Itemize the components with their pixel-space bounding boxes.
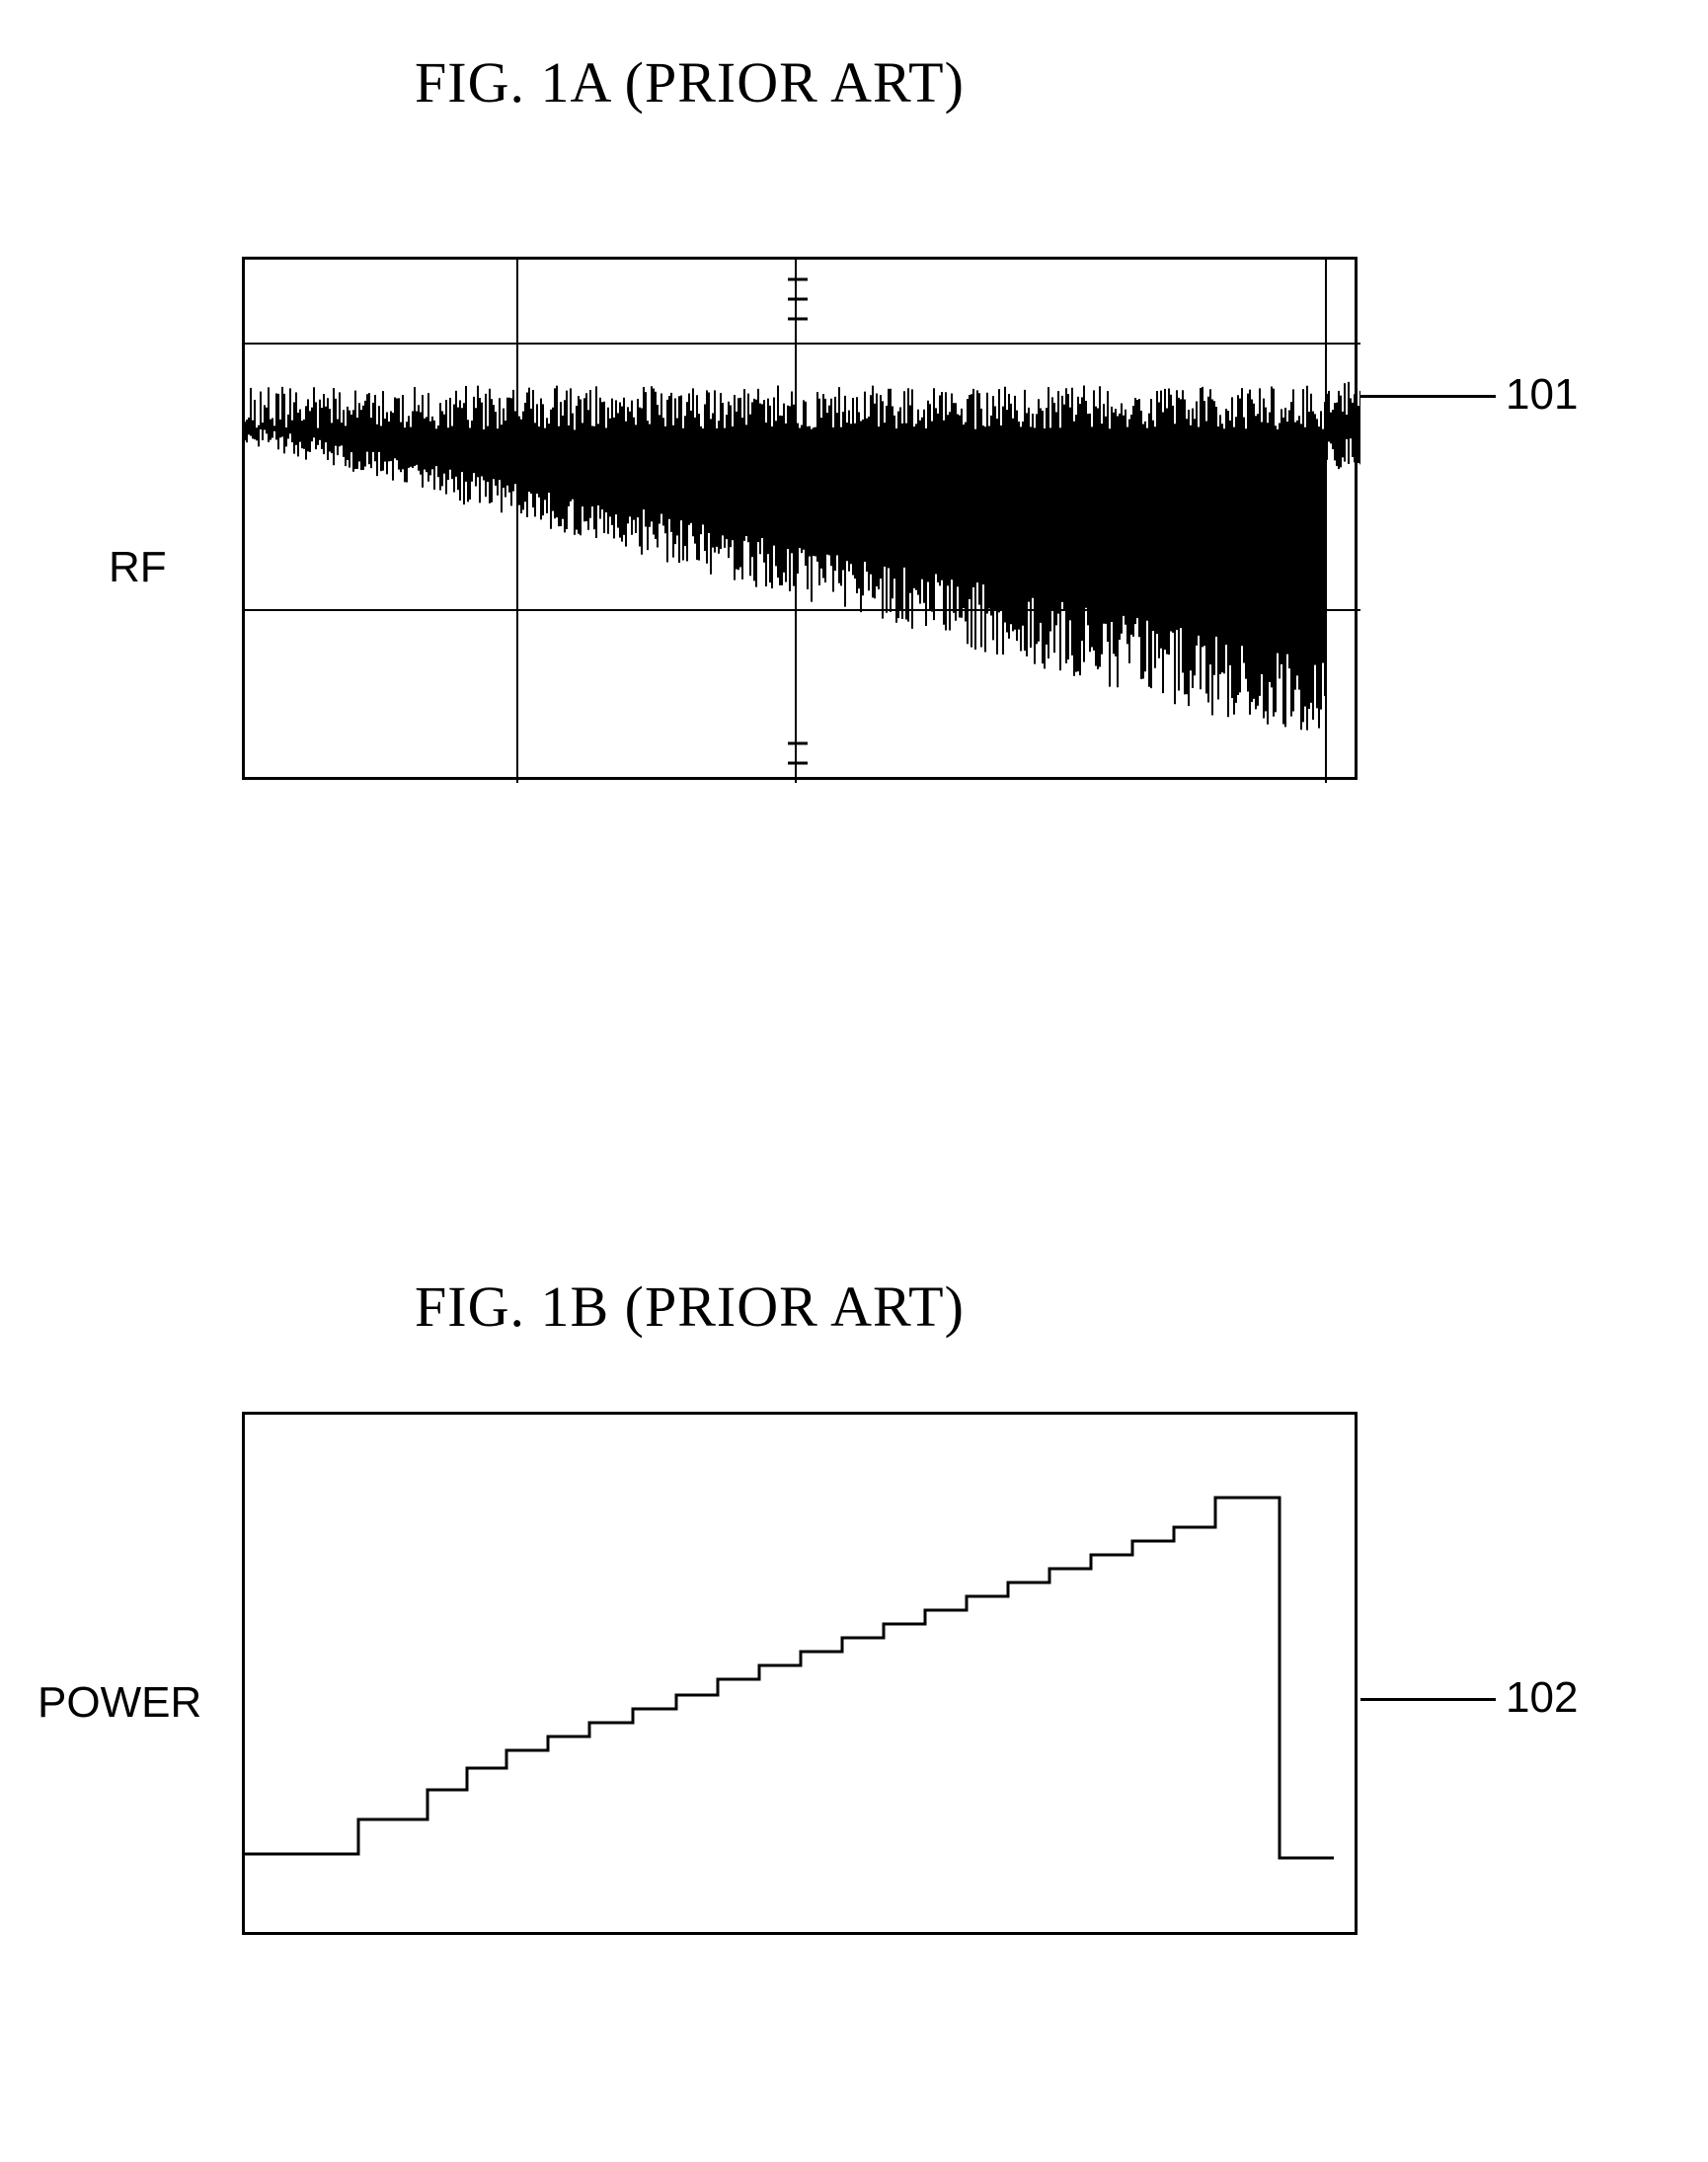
fig-b-title: FIG. 1B (PRIOR ART)	[415, 1274, 965, 1340]
fig-b-svg	[245, 1415, 1360, 1938]
fig-a-ylabel: RF	[109, 543, 167, 592]
fig-b-callout-leader	[1360, 1698, 1496, 1701]
fig-b-frame	[242, 1412, 1358, 1935]
fig-b-ylabel: POWER	[38, 1678, 201, 1728]
fig-a-title: FIG. 1A (PRIOR ART)	[415, 49, 965, 116]
fig-a-svg	[245, 260, 1360, 783]
fig-b-callout-label: 102	[1506, 1673, 1578, 1723]
fig-a-frame	[242, 257, 1358, 780]
fig-a-callout-leader	[1360, 395, 1496, 398]
fig-a-callout-label: 101	[1506, 370, 1578, 420]
